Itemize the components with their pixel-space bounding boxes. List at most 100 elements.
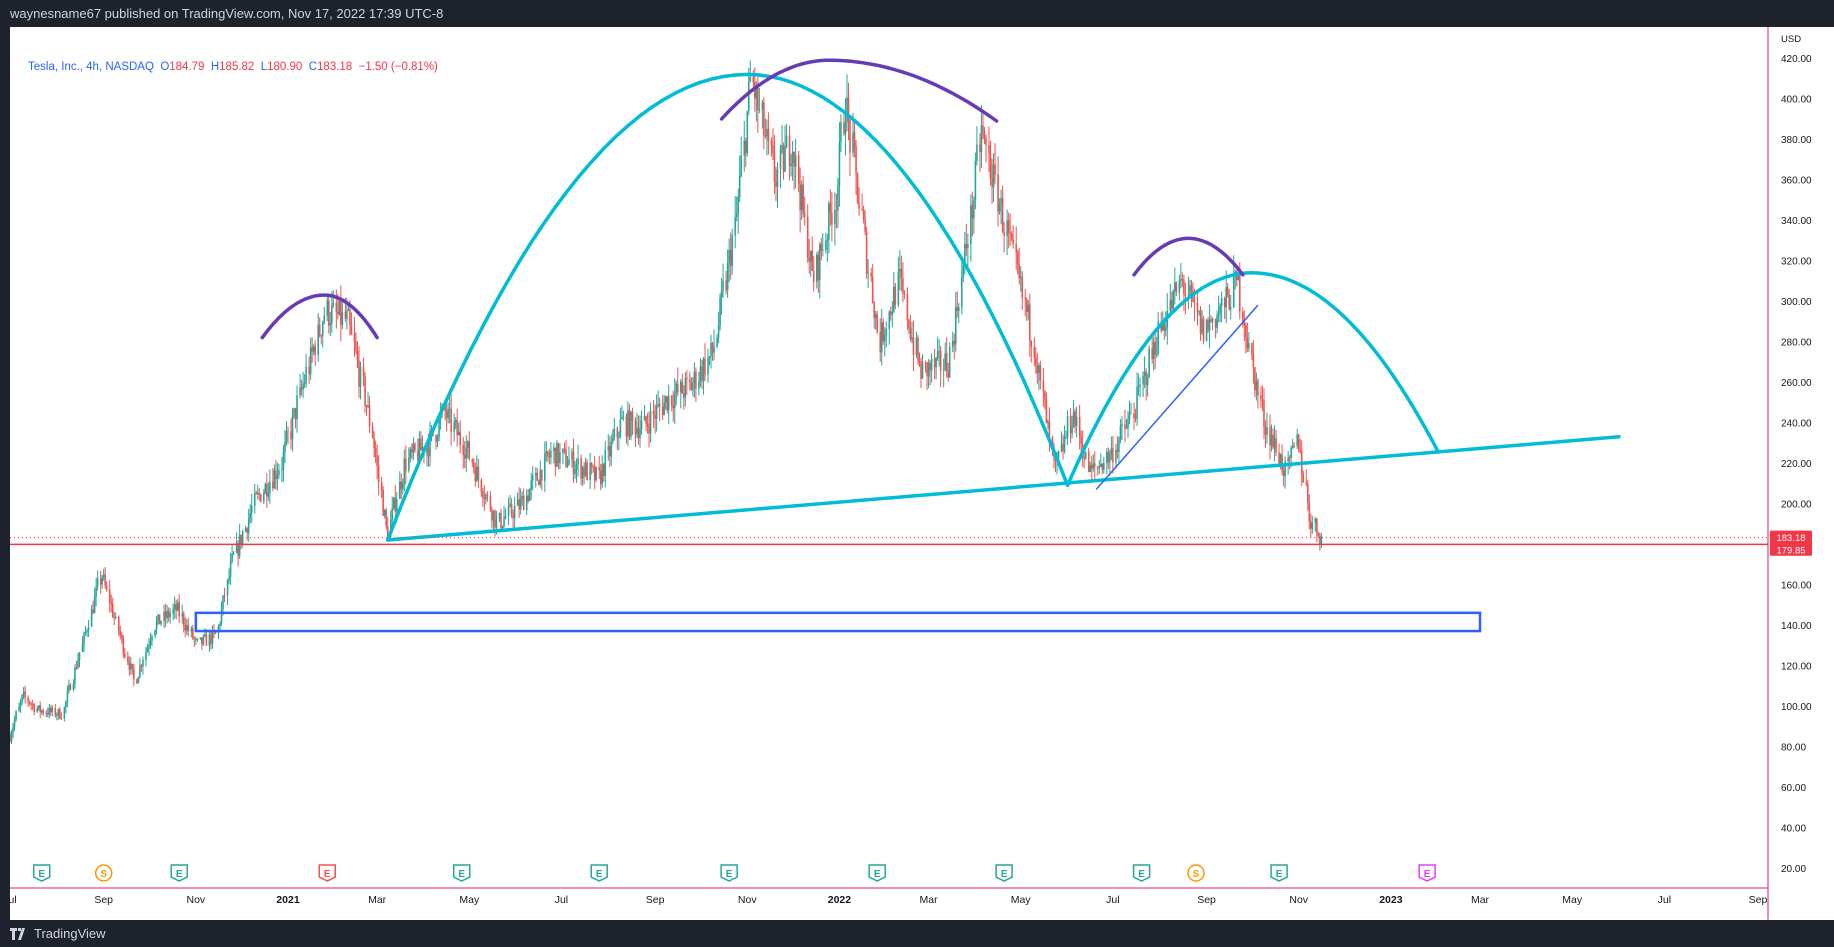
candle-body bbox=[312, 346, 315, 352]
candle bbox=[1245, 322, 1247, 354]
candle-body bbox=[238, 534, 241, 556]
time-axis[interactable]: Jul Sep Nov 2021 Mar May Jul Sep Nov 2022 Mar May Ju… bbox=[10, 887, 1768, 906]
candle-body bbox=[350, 324, 353, 335]
price-tick-label: 340.00 bbox=[1781, 216, 1812, 227]
candle-body bbox=[989, 153, 992, 179]
candle-body bbox=[127, 656, 129, 662]
candle bbox=[781, 125, 783, 154]
candle-body bbox=[1109, 453, 1111, 463]
candle-body bbox=[612, 437, 614, 442]
candle bbox=[318, 317, 321, 338]
time-tick-label: Jul bbox=[1658, 894, 1671, 906]
candle bbox=[592, 464, 594, 473]
candle-body bbox=[812, 270, 815, 282]
candle bbox=[527, 489, 530, 504]
candle bbox=[1139, 377, 1141, 398]
candle bbox=[646, 412, 649, 434]
candle bbox=[136, 678, 138, 684]
candle-body bbox=[522, 495, 525, 511]
candle-body bbox=[1093, 463, 1096, 467]
candle bbox=[521, 491, 523, 506]
candle-body bbox=[673, 393, 676, 409]
neckline bbox=[385, 434, 1621, 542]
candle bbox=[394, 485, 397, 518]
candle-body bbox=[1118, 439, 1120, 452]
candle bbox=[169, 608, 171, 624]
candle-body bbox=[1211, 318, 1214, 322]
chart-area[interactable]: E S E E E E E E E E S E E USD 20.00 40.00 60.00 80.00 100… bbox=[10, 27, 1834, 920]
candle-body bbox=[639, 429, 641, 439]
candle bbox=[122, 634, 125, 659]
candle-body bbox=[49, 707, 52, 712]
candle bbox=[28, 700, 31, 706]
candle bbox=[731, 228, 733, 275]
candle bbox=[1305, 469, 1308, 487]
candle-body bbox=[970, 205, 972, 245]
candle bbox=[1009, 213, 1011, 246]
candle bbox=[679, 379, 682, 409]
price-tick-label: 320.00 bbox=[1781, 257, 1812, 268]
candle-body bbox=[707, 358, 709, 375]
candle bbox=[791, 140, 794, 181]
marker-letter: E bbox=[1138, 869, 1145, 880]
candle bbox=[930, 353, 933, 383]
candle bbox=[108, 580, 111, 613]
candle bbox=[1196, 291, 1199, 326]
candle bbox=[992, 152, 995, 202]
candle-body bbox=[457, 431, 460, 436]
candle-body bbox=[1198, 311, 1200, 313]
candle-body bbox=[476, 466, 478, 482]
candle-body bbox=[447, 408, 449, 419]
candle-body bbox=[1001, 197, 1004, 232]
price-tick-label: 140.00 bbox=[1781, 621, 1812, 632]
candle-body bbox=[775, 181, 777, 187]
candle bbox=[608, 436, 611, 468]
candle-body bbox=[1308, 501, 1311, 522]
candle-body bbox=[951, 340, 954, 348]
candle bbox=[920, 357, 922, 389]
candle bbox=[355, 332, 357, 355]
candle-body bbox=[988, 144, 990, 154]
candle bbox=[933, 349, 936, 380]
candle bbox=[566, 455, 569, 468]
candle bbox=[673, 378, 676, 425]
candle-body bbox=[1090, 465, 1093, 469]
candle bbox=[858, 187, 860, 216]
candle bbox=[137, 676, 140, 684]
price-axis[interactable]: USD 20.00 40.00 60.00 80.00 100.00 120.00 140.0… bbox=[1767, 27, 1834, 920]
candle-body bbox=[42, 710, 45, 714]
candle-body bbox=[864, 219, 866, 232]
candle-body bbox=[1030, 340, 1033, 347]
candle bbox=[1257, 378, 1259, 409]
candle-body bbox=[1278, 452, 1280, 465]
candle bbox=[1273, 425, 1276, 462]
tradingview-logo[interactable]: TradingView bbox=[10, 926, 106, 941]
candle-body bbox=[296, 395, 298, 420]
candle bbox=[817, 250, 820, 293]
candle-body bbox=[525, 495, 528, 511]
candle bbox=[911, 321, 913, 344]
candle bbox=[621, 405, 623, 420]
candle-body bbox=[337, 311, 339, 315]
candle bbox=[142, 656, 144, 675]
candle-body bbox=[1038, 364, 1040, 373]
candle-body bbox=[761, 102, 764, 110]
candle bbox=[773, 134, 776, 194]
candle bbox=[1118, 436, 1120, 464]
candle-body bbox=[321, 322, 324, 336]
candle bbox=[240, 534, 242, 550]
time-tick-label: Jul bbox=[555, 894, 568, 906]
candle-body bbox=[148, 644, 150, 648]
price-chart[interactable]: E S E E E E E E E E S E E USD 20.00 40.00 60.00 80.00 100… bbox=[10, 27, 1834, 920]
candle-body bbox=[75, 667, 78, 669]
candle-body bbox=[300, 387, 303, 390]
candle-body bbox=[454, 420, 457, 422]
candle-body bbox=[572, 451, 575, 475]
candle bbox=[1074, 408, 1076, 434]
candle bbox=[882, 318, 885, 345]
candle-body bbox=[15, 711, 17, 720]
candle-body bbox=[1225, 287, 1227, 308]
candle bbox=[184, 617, 187, 638]
candle-body bbox=[670, 395, 673, 406]
